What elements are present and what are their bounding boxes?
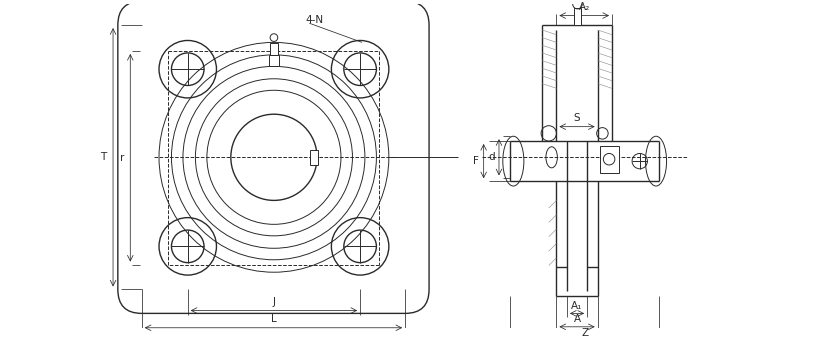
Bar	[600, 146, 619, 173]
Bar	[574, 8, 581, 25]
Text: A: A	[574, 314, 581, 324]
Text: J: J	[273, 297, 276, 307]
Text: S: S	[574, 113, 580, 123]
Text: Z: Z	[581, 328, 588, 338]
Text: r: r	[121, 153, 125, 163]
Bar	[269, 55, 279, 66]
Bar	[270, 43, 277, 55]
Text: 4-N: 4-N	[305, 15, 323, 25]
FancyBboxPatch shape	[118, 1, 429, 313]
Text: d: d	[488, 152, 494, 162]
Text: F: F	[473, 156, 479, 166]
Text: A₁: A₁	[571, 301, 583, 311]
Text: L: L	[271, 314, 277, 324]
Text: T: T	[100, 152, 107, 162]
Bar	[310, 150, 318, 165]
Text: A₂: A₂	[579, 2, 590, 12]
